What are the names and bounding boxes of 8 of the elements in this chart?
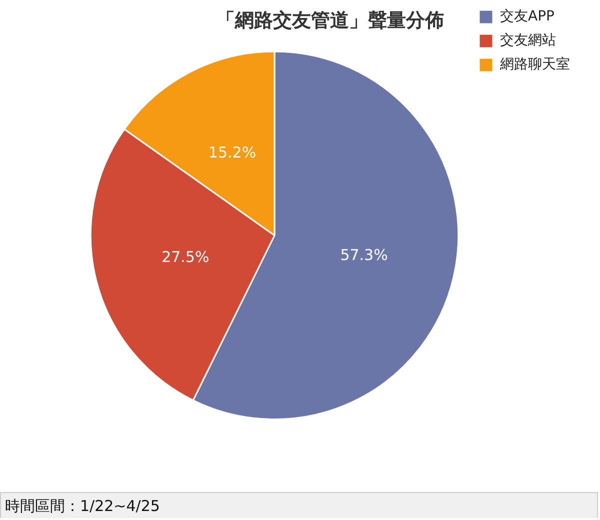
data-label: 15.2% [208, 144, 256, 162]
data-label: 27.5% [162, 248, 210, 266]
legend-label: 網路聊天室 [499, 56, 570, 73]
legend-label: 交友APP [500, 8, 554, 25]
chart-title: 「網路交友管道」聲量分佈 [216, 9, 444, 32]
text: 時間區間：1/22~4/25 [5, 496, 161, 517]
data-label: 57.3% [340, 246, 388, 264]
legend-label: 交友網站 [500, 32, 556, 49]
